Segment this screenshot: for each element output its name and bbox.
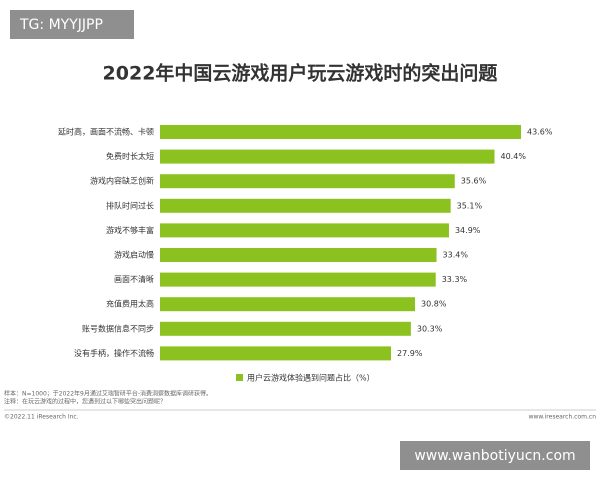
category-label: 充值费用太高 — [106, 299, 154, 309]
value-label: 27.9% — [397, 349, 423, 358]
bar — [160, 198, 451, 213]
category-label: 画面不清晰 — [114, 274, 154, 284]
category-label: 免费时长太短 — [106, 151, 154, 161]
watermark-box — [10, 10, 134, 39]
note: 样本：N=1000；于2022年9月通过艾瑞智研平台-消费洞察数据库调研获得。 — [4, 390, 212, 398]
value-label: 35.1% — [457, 201, 483, 210]
bar — [160, 248, 437, 262]
value-label: 33.3% — [442, 275, 468, 284]
category-label: 排队时间过长 — [106, 200, 154, 210]
bar — [160, 272, 436, 287]
category-label: 游戏不够丰富 — [106, 225, 154, 235]
value-label: 34.9% — [455, 226, 481, 235]
category-label: 游戏启动慢 — [114, 250, 154, 260]
category-label: 游戏内容缺乏创新 — [90, 176, 154, 186]
bar — [160, 174, 455, 189]
category-label: 延时高，画面不流畅、卡顿 — [58, 127, 154, 137]
value-label: 35.6% — [461, 177, 487, 186]
watermark: TG: MYYJJPP — [19, 17, 103, 33]
value-label: 40.4% — [501, 152, 527, 161]
bar — [160, 149, 495, 164]
bar — [160, 223, 449, 238]
value-label: 43.6% — [527, 128, 553, 137]
bar — [160, 321, 411, 336]
value-label: 33.4% — [443, 251, 469, 260]
bar — [160, 297, 416, 312]
category-label: 没有手柄，操作不流畅 — [74, 348, 154, 358]
footer-url: www.iresearch.com.cn — [529, 414, 597, 421]
watermark: www.wanbotiyucn.com — [414, 448, 575, 464]
legend-label: 用户云游戏体验遇到问题占比（%） — [247, 373, 375, 383]
bar — [160, 125, 522, 139]
value-label: 30.3% — [417, 324, 443, 333]
chart-title: 2022年中国云游戏用户玩云游戏时的突出问题 — [103, 62, 498, 85]
category-label: 账号数据信息不同步 — [82, 323, 154, 333]
note: 注释：在玩云游戏的过程中，您遇到过以下哪些突出问题呢？ — [4, 398, 166, 406]
value-label: 30.8% — [421, 300, 447, 309]
bar — [160, 346, 392, 361]
legend-swatch — [236, 374, 243, 381]
watermark-box — [400, 441, 590, 470]
copyright: ©2022.11 iResearch Inc. — [4, 414, 79, 421]
